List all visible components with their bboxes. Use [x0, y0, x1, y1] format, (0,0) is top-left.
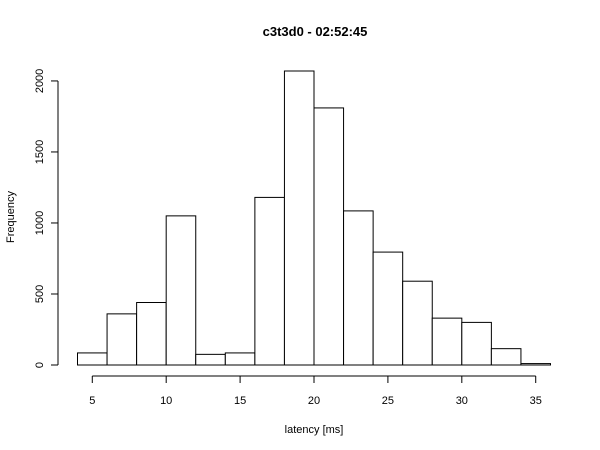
histogram-bar — [224, 352, 256, 366]
histogram-bar — [165, 215, 197, 366]
histogram-bar — [313, 107, 345, 366]
x-tick-label: 25 — [382, 395, 394, 407]
histogram-bars — [77, 70, 551, 366]
histogram-bar — [254, 196, 285, 366]
histogram-bar — [372, 251, 404, 366]
x-axis: 5 10 15 20 25 30 35 — [89, 375, 542, 407]
histogram-bar — [106, 313, 138, 366]
y-tick-label: 2000 — [34, 69, 46, 93]
histogram-bar — [136, 302, 167, 366]
histogram-bar — [283, 70, 315, 366]
x-tick-label: 10 — [160, 395, 172, 407]
histogram-bar — [490, 348, 522, 366]
histogram-bar — [461, 321, 492, 366]
histogram-bar — [431, 317, 463, 366]
y-tick-label: 1000 — [34, 211, 46, 235]
y-axis: 0 500 1000 1500 2000 — [34, 69, 59, 368]
y-axis-label: Frequency — [5, 191, 17, 243]
x-tick-label: 20 — [308, 395, 320, 407]
chart-title: c3t3d0 - 02:52:45 — [263, 24, 368, 39]
y-tick-label: 1500 — [34, 140, 46, 164]
histogram-bar — [77, 352, 108, 366]
histogram-bar — [195, 353, 226, 366]
x-tick-label: 30 — [456, 395, 468, 407]
histogram-bar — [343, 210, 374, 366]
y-tick-label: 500 — [34, 285, 46, 303]
x-tick-label: 35 — [530, 395, 542, 407]
x-tick-label: 5 — [89, 395, 95, 407]
x-tick-label: 15 — [234, 395, 246, 407]
y-tick-label: 0 — [34, 362, 46, 368]
histogram-bar — [402, 280, 433, 366]
histogram-bar — [520, 363, 551, 366]
x-axis-label: latency [ms] — [285, 424, 344, 436]
